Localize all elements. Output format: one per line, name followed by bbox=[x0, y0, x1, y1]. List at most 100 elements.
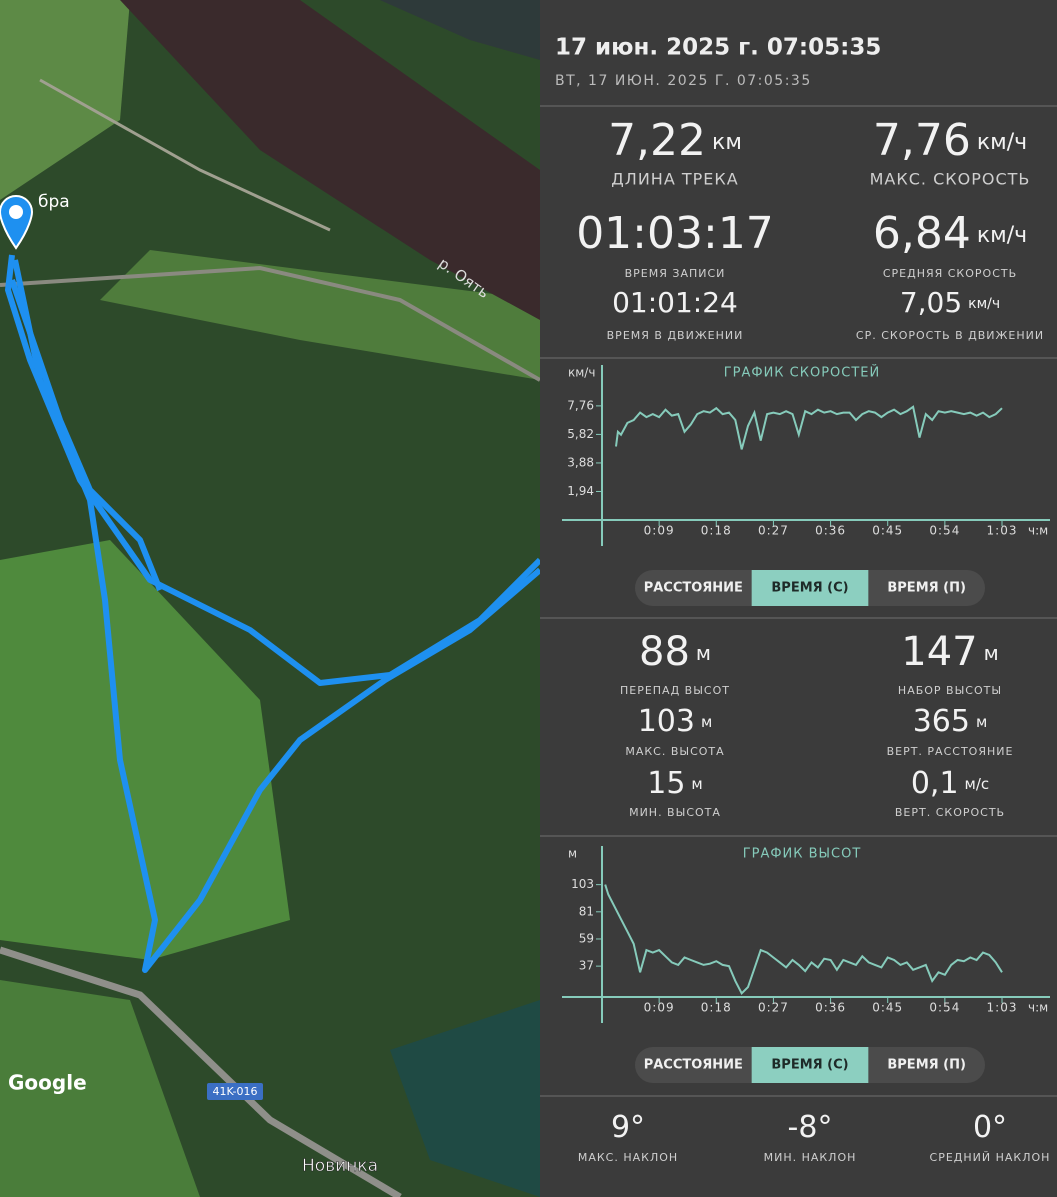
tab[interactable]: ВРЕМЯ (П) bbox=[887, 1058, 966, 1073]
stat-label: СР. СКОРОСТЬ В ДВИЖЕНИИ bbox=[856, 329, 1044, 342]
track bbox=[5, 254, 540, 973]
x-tick-label: 0:27 bbox=[758, 1001, 789, 1015]
x-unit: ч:м bbox=[1028, 1001, 1048, 1015]
value: 15 bbox=[647, 766, 685, 801]
stat-value: 7,76 км/ч bbox=[873, 115, 1027, 166]
value: 6,84 bbox=[873, 208, 971, 259]
stat-value: 103 м bbox=[638, 704, 713, 739]
tab-active[interactable] bbox=[751, 570, 869, 606]
stat-value: -8° bbox=[788, 1110, 833, 1145]
field bbox=[100, 250, 540, 380]
stat-value: 6,84 км/ч bbox=[873, 208, 1027, 259]
value: 88 bbox=[639, 629, 690, 675]
y-unit: км/ч bbox=[568, 366, 595, 380]
lake bbox=[390, 1000, 540, 1197]
x-tick-label: 0:27 bbox=[758, 524, 789, 538]
value: 01:01:24 bbox=[612, 286, 738, 319]
stat-label: ВЕРТ. СКОРОСТЬ bbox=[895, 806, 1005, 819]
stat-value: 01:03:17 bbox=[576, 208, 774, 259]
unit: км/ч bbox=[977, 130, 1027, 155]
x-tick-label: 0:54 bbox=[929, 524, 960, 538]
unit: км bbox=[712, 130, 742, 155]
stat-value: 365 м bbox=[913, 704, 988, 739]
field bbox=[0, 0, 130, 200]
x-tick-label: 0:18 bbox=[701, 524, 732, 538]
stat-label: МИН. НАКЛОН bbox=[764, 1151, 857, 1164]
stat-value: 7,05 км/ч bbox=[900, 286, 1000, 319]
x-tick-label: 1:03 bbox=[987, 524, 1018, 538]
y-tick-label: 103 bbox=[571, 877, 594, 891]
unit: м/с bbox=[965, 775, 990, 793]
value: 7,22 bbox=[608, 115, 706, 166]
value: 7,05 bbox=[900, 286, 962, 319]
value: 0° bbox=[973, 1110, 1007, 1145]
x-unit: ч:м bbox=[1028, 524, 1048, 538]
x-tick-label: 1:03 bbox=[987, 1001, 1018, 1015]
tab[interactable]: РАССТОЯНИЕ bbox=[644, 581, 743, 596]
stat-value: 7,22 км bbox=[608, 115, 742, 166]
y-tick-label: 37 bbox=[579, 959, 594, 973]
river bbox=[120, 0, 540, 320]
stat-label: МАКС. НАКЛОН bbox=[578, 1151, 678, 1164]
road bbox=[0, 265, 540, 382]
tab[interactable]: РАССТОЯНИЕ bbox=[644, 1058, 743, 1073]
value: 147 bbox=[901, 629, 977, 675]
y-tick-label: 5,82 bbox=[567, 427, 594, 441]
stat-label: ВРЕМЯ В ДВИЖЕНИИ bbox=[607, 329, 744, 342]
map-label: Google bbox=[8, 1071, 87, 1095]
value: 7,76 bbox=[873, 115, 971, 166]
x-tick-label: 0:45 bbox=[872, 524, 903, 538]
map-label: Новинка bbox=[302, 1156, 378, 1176]
data-line bbox=[604, 884, 1003, 995]
y-unit: м bbox=[568, 847, 577, 861]
location-pin-dot bbox=[9, 205, 23, 219]
stat-label: ВРЕМЯ ЗАПИСИ bbox=[625, 267, 726, 280]
unit: км/ч bbox=[968, 296, 1000, 312]
chart-title: ГРАФИК ВЫСОТ bbox=[743, 847, 862, 862]
value: 01:03:17 bbox=[576, 208, 774, 259]
map-label: 41K-016 bbox=[212, 1085, 257, 1098]
stat-value: 9° bbox=[611, 1110, 645, 1145]
stat-value: 15 м bbox=[647, 766, 703, 801]
data-line bbox=[615, 405, 1003, 450]
y-tick-label: 81 bbox=[579, 904, 594, 918]
unit: м bbox=[976, 713, 987, 731]
tab[interactable]: ВРЕМЯ (П) bbox=[887, 581, 966, 596]
x-tick-label: 0:18 bbox=[701, 1001, 732, 1015]
y-tick-label: 7,76 bbox=[567, 398, 594, 412]
road bbox=[0, 946, 402, 1197]
road bbox=[39, 78, 331, 232]
river bbox=[380, 0, 540, 60]
stat-label: СРЕДНЯЯ СКОРОСТЬ bbox=[883, 267, 1017, 280]
header-title: 17 июн. 2025 г. 07:05:35 bbox=[555, 35, 881, 61]
stat-label: МАКС. СКОРОСТЬ bbox=[870, 170, 1031, 189]
map-label: бра bbox=[38, 192, 70, 212]
stat-value: 88 м bbox=[639, 629, 711, 675]
header-subtitle: ВТ, 17 ИЮН. 2025 Г. 07:05:35 bbox=[555, 73, 812, 89]
unit: м bbox=[696, 641, 711, 665]
stat-value: 01:01:24 bbox=[612, 286, 738, 319]
unit: м bbox=[701, 713, 712, 731]
value: -8° bbox=[788, 1110, 833, 1145]
value: 0,1 bbox=[911, 766, 959, 801]
stat-label: СРЕДНИЙ НАКЛОН bbox=[930, 1151, 1051, 1164]
x-tick-label: 0:09 bbox=[644, 1001, 675, 1015]
tab-active[interactable] bbox=[751, 1047, 869, 1083]
x-tick-label: 0:45 bbox=[872, 1001, 903, 1015]
tab[interactable]: ВРЕМЯ (С) bbox=[771, 1058, 848, 1073]
x-tick-label: 0:36 bbox=[815, 524, 846, 538]
road-shield bbox=[207, 1083, 263, 1100]
value: 103 bbox=[638, 704, 695, 739]
chart-title: ГРАФИК СКОРОСТЕЙ bbox=[724, 365, 881, 381]
x-tick-label: 0:54 bbox=[929, 1001, 960, 1015]
value: 365 bbox=[913, 704, 970, 739]
stat-label: ПЕРЕПАД ВЫСОТ bbox=[620, 684, 730, 697]
x-tick-label: 0:36 bbox=[815, 1001, 846, 1015]
tab[interactable]: ВРЕМЯ (С) bbox=[771, 581, 848, 596]
stat-label: ДЛИНА ТРЕКА bbox=[611, 170, 738, 189]
stat-value: 0,1 м/с bbox=[911, 766, 989, 801]
stat-label: МИН. ВЫСОТА bbox=[629, 806, 721, 819]
unit: км/ч bbox=[977, 223, 1027, 248]
x-tick-label: 0:09 bbox=[644, 524, 675, 538]
